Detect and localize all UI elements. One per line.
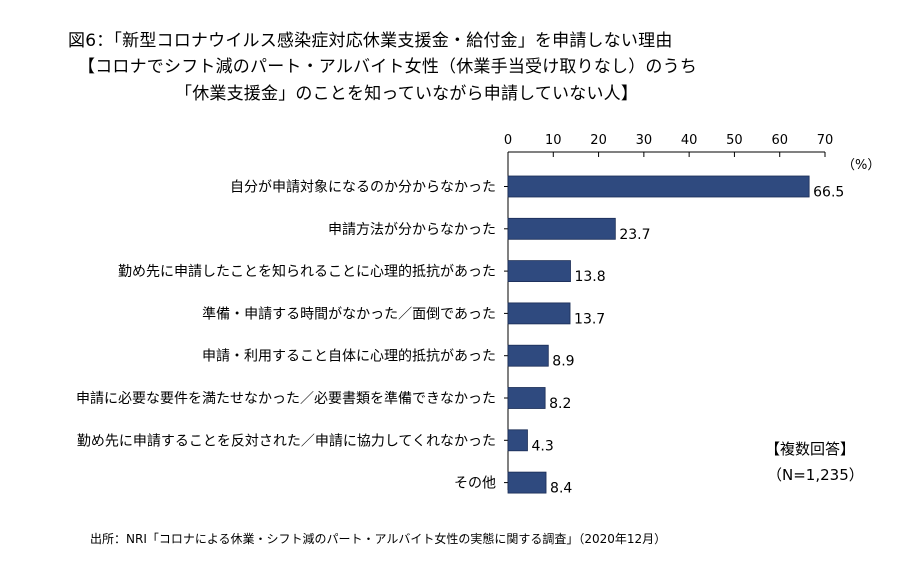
x-tick-label: 70 [817, 133, 834, 148]
bar [507, 175, 810, 198]
category-label: 申請方法が分からなかった [328, 222, 496, 238]
category-label: その他 [454, 476, 496, 492]
category-labels: 自分が申請対象になるのか分からなかった申請方法が分からなかった勤め先に申請したこ… [76, 180, 496, 492]
x-tick-label: 20 [590, 133, 607, 148]
bar [507, 302, 571, 325]
value-label: 66.5 [813, 185, 844, 201]
value-labels: 66.5 23.7 13.8 13.7 8.9 8.2 4.3 8.4 [531, 185, 844, 497]
x-tick-label: 30 [636, 133, 653, 148]
multiple-answer-note: 【複数回答】 [765, 440, 856, 458]
x-tick-label: 0 [504, 133, 512, 148]
x-tick-label: 60 [771, 133, 788, 148]
bar [507, 260, 571, 283]
unit-label: （%） [842, 158, 880, 173]
category-label: 申請に必要な要件を満たせなかった／必要書類を準備できなかった [76, 391, 496, 407]
x-tick-label: 50 [726, 133, 743, 148]
title-line-2: 【コロナでシフト減のパート・アルバイト女性（休業手当受け取りなし）のうち [78, 57, 698, 77]
x-axis: 0 10 20 30 40 50 60 70 [504, 133, 833, 490]
value-label: 4.3 [531, 438, 553, 454]
x-tick-label: 10 [545, 133, 562, 148]
title-line-1: 図6：「新型コロナウイルス感染症対応休業支援金・給付金」を申請しない理由 [68, 31, 673, 51]
value-label: 13.7 [574, 311, 605, 327]
category-label: 自分が申請対象になるのか分からなかった [230, 180, 496, 196]
value-label: 13.8 [574, 269, 605, 285]
category-label: 勤め先に申請することを反対された／申請に協力してくれなかった [77, 433, 496, 449]
x-tick-label: 40 [681, 133, 698, 148]
bar [507, 471, 547, 494]
bars [507, 175, 810, 494]
value-label: 8.4 [550, 481, 572, 497]
value-label: 8.9 [552, 354, 574, 370]
bar [507, 387, 546, 409]
value-label: 8.2 [549, 396, 571, 412]
bar [507, 344, 549, 367]
category-label: 申請・利用すること自体に心理的抵抗があった [202, 349, 496, 365]
category-label: 準備・申請する時間がなかった／面倒であった [202, 306, 496, 322]
category-label: 勤め先に申請したことを知られることに心理的抵抗があった [118, 263, 496, 280]
title-line-3: 「休業支援金」のことを知っていながら申請していない人】 [175, 84, 639, 104]
sample-size-note: （N=1,235） [767, 466, 864, 484]
value-label: 23.7 [619, 227, 650, 243]
bar [507, 429, 528, 452]
bar [507, 217, 616, 240]
source-note: 出所：NRI「コロナによる休業・シフト減のパート・アルバイト女性の実態に関する調… [90, 532, 667, 546]
